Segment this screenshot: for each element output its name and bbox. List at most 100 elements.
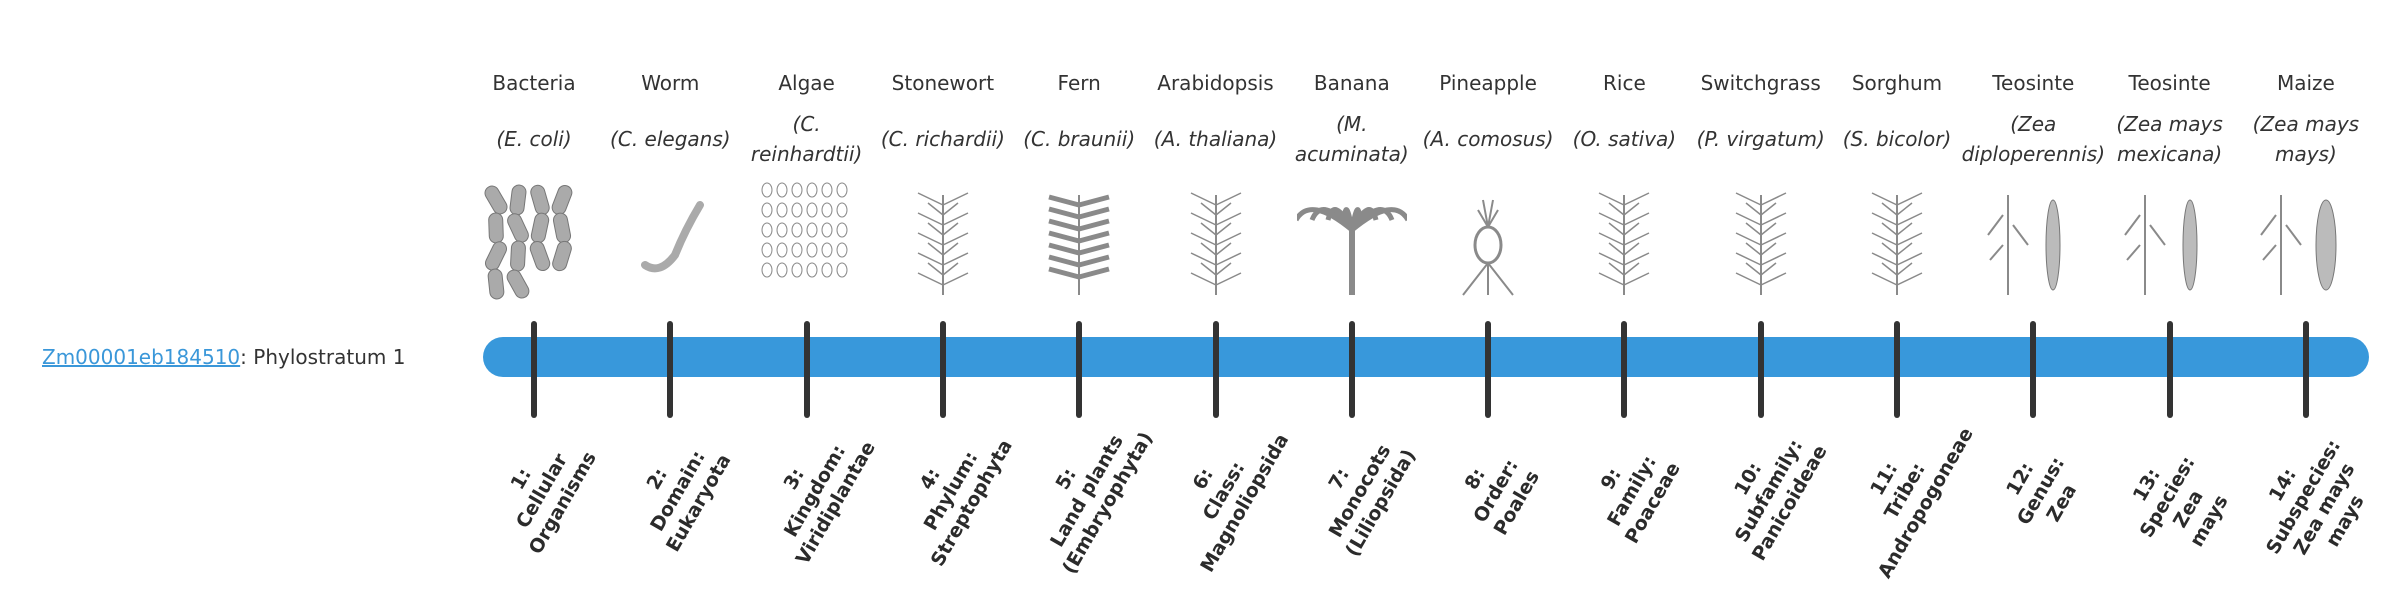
stratum-tick [1621, 321, 1628, 418]
species-scientific-name: (C. richardii) [875, 108, 1011, 170]
scientific-name-text: (C. richardii) [880, 127, 1005, 151]
phylostratum-text: : Phylostratum 1 [240, 345, 406, 369]
arabidopsis-icon [1161, 175, 1271, 300]
stonewort-icon [888, 175, 998, 300]
species-column: Switchgrass (P. virgatum) [1693, 66, 1829, 170]
scientific-name-text: (Zea mays mexicana) [2116, 112, 2223, 166]
stratum-rank-label: 1: Cellular Organisms [463, 391, 620, 592]
stratum-rank-label: 3: Kingdom: Viridiplantae [736, 391, 893, 592]
species-common-name: Stonewort [891, 71, 995, 95]
species-scientific-name: (P. virgatum) [1693, 108, 1829, 170]
scientific-name-text: (O. sativa) [1572, 127, 1677, 151]
species-common-name: Rice [1603, 71, 1646, 95]
fern-icon [1024, 175, 1134, 300]
stratum-tick [1212, 321, 1219, 418]
species-column: Arabidopsis (A. thaliana) [1148, 66, 1284, 170]
teosinte-icon [2115, 175, 2225, 300]
stratum-tick [531, 321, 537, 418]
stratum-tick [1894, 321, 1900, 418]
species-common-name: Maize [2276, 71, 2335, 95]
species-common-name: Teosinte [1992, 71, 2075, 95]
stratum-rank-label: 4: Phylum: Streptophyta [872, 391, 1029, 592]
scientific-name-text: (A. thaliana) [1153, 127, 1278, 151]
scientific-name-text: (C. reinhardtii) [750, 112, 863, 166]
species-common-name: Arabidopsis [1157, 71, 1274, 95]
species-common-name: Banana [1313, 71, 1390, 95]
species-scientific-name: (A. comosus) [1420, 108, 1556, 170]
scientific-name-text: (M. acuminata) [1294, 112, 1409, 166]
species-scientific-name: (O. sativa) [1556, 108, 1692, 170]
species-scientific-name: (Zea mays mays) [2238, 108, 2374, 170]
species-column: Sorghum (S. bicolor) [1829, 66, 1965, 170]
stratum-tick [2302, 321, 2309, 418]
stratum-rank-label: 6: Class: Magnoliopsida [1145, 391, 1302, 592]
stratum-tick [1485, 321, 1492, 418]
worm-icon [615, 175, 725, 300]
stratum-tick [803, 321, 810, 418]
stratum-tick [2166, 321, 2173, 418]
species-scientific-name: (Zea diploperennis) [1962, 108, 2105, 170]
species-column: Teosinte (Zea mays mexicana) [2102, 66, 2238, 170]
stratum-rank-label: 5: Land plants (Embryophyta) [1009, 391, 1166, 592]
gene-link[interactable]: Zm00001eb184510 [42, 345, 241, 369]
maize-icon [2251, 175, 2361, 300]
sorghum-icon [1842, 175, 1952, 300]
stratum-rank-label: 9: Family: Poaceae [1554, 391, 1711, 592]
gene-label: Zm00001eb184510: Phylostratum 1 [42, 340, 405, 374]
species-column: Stonewort (C. richardii) [875, 66, 1011, 170]
species-scientific-name: (S. bicolor) [1829, 108, 1965, 170]
scientific-name-text: (S. bicolor) [1842, 127, 1952, 151]
stratum-tick [1757, 321, 1764, 418]
species-scientific-name: (E. coli) [466, 108, 602, 170]
stratum-rank-label: 2: Domain: Eukaryota [600, 391, 757, 592]
scientific-name-text: (Zea mays mays) [2252, 112, 2360, 166]
scientific-name-text: (A. comosus) [1422, 127, 1554, 151]
species-common-name: Algae [778, 71, 835, 95]
stratum-tick [667, 321, 674, 418]
species-common-name: Teosinte [2128, 71, 2211, 95]
species-common-name: Fern [1057, 71, 1101, 95]
bacteria-icon [479, 175, 589, 300]
species-common-name: Sorghum [1851, 71, 1943, 95]
scientific-name-text: (E. coli) [496, 127, 572, 151]
species-common-name: Pineapple [1439, 71, 1537, 95]
species-column: Maize (Zea mays mays) [2238, 66, 2374, 170]
species-column: Banana (M. acuminata) [1284, 66, 1420, 170]
scientific-name-text: (P. virgatum) [1696, 127, 1825, 151]
phylostrata-bar [483, 337, 2369, 377]
stratum-tick [1076, 321, 1083, 418]
pineapple-icon [1433, 175, 1543, 300]
species-common-name: Switchgrass [1700, 71, 1821, 95]
stratum-rank-label: 11: Tribe: Andropogoneae [1826, 391, 1983, 592]
species-column: Algae (C. reinhardtii) [739, 66, 875, 170]
banana-icon [1293, 175, 1410, 300]
stratum-rank-label: 7: Monocots (Liliopsida) [1281, 391, 1438, 592]
species-column: Fern (C. braunii) [1011, 66, 1147, 170]
species-scientific-name: (Zea mays mexicana) [2102, 108, 2238, 170]
species-column: Teosinte (Zea diploperennis) [1962, 66, 2105, 170]
teosinte-icon [1978, 175, 2088, 300]
species-scientific-name: (C. braunii) [1011, 108, 1147, 170]
algae-icon [752, 175, 862, 300]
stratum-rank-label: 8: Order: Poales [1417, 391, 1574, 592]
scientific-name-text: (Zea diploperennis) [1961, 112, 2105, 166]
species-column: Bacteria (E. coli) [466, 66, 602, 170]
stratum-tick [939, 321, 946, 418]
stratum-tick [2030, 321, 2037, 418]
species-scientific-name: (C. elegans) [602, 108, 738, 170]
stratum-rank-label: 10: Subfamily: Panicoideae [1690, 391, 1847, 592]
species-scientific-name: (C. reinhardtii) [739, 108, 875, 170]
species-scientific-name: (A. thaliana) [1148, 108, 1284, 170]
scientific-name-text: (C. braunii) [1023, 127, 1136, 151]
scientific-name-text: (C. elegans) [610, 127, 731, 151]
switchgrass-icon [1706, 175, 1816, 300]
species-column: Pineapple (A. comosus) [1420, 66, 1556, 170]
species-scientific-name: (M. acuminata) [1284, 108, 1420, 170]
species-common-name: Worm [641, 71, 700, 95]
species-column: Rice (O. sativa) [1556, 66, 1692, 170]
stratum-rank-label: 14: Subspecies: Zea mays mays [2225, 397, 2400, 609]
rice-icon [1569, 175, 1679, 300]
stratum-tick [1348, 321, 1355, 418]
species-common-name: Bacteria [492, 71, 576, 95]
species-column: Worm (C. elegans) [602, 66, 738, 170]
